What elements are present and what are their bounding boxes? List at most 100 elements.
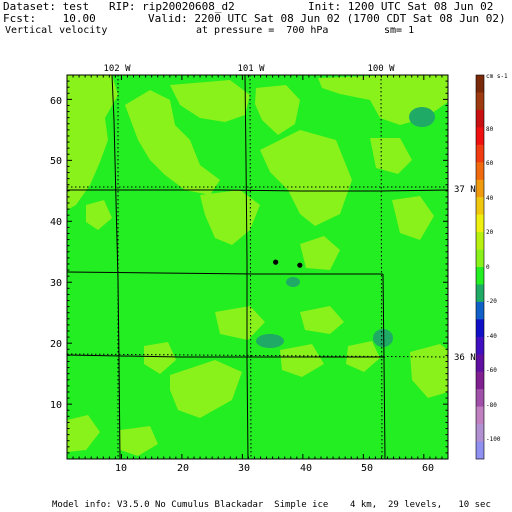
latitude-label: 37 N <box>454 185 476 195</box>
x-tick-label: 20 <box>177 463 189 474</box>
colorbar-label: -40 <box>486 333 497 340</box>
weak-ascent-area <box>67 75 118 210</box>
weak-ascent-area <box>125 90 220 195</box>
weak-ascent-area <box>255 85 300 135</box>
colorbar-label: -80 <box>486 402 497 409</box>
smoothing-label: sm= 1 <box>384 25 415 36</box>
colorbar-swatch <box>476 249 484 268</box>
weak-descent-areas <box>256 107 435 348</box>
longitude-label: 101 W <box>237 64 265 74</box>
weak-ascent-area <box>215 306 265 340</box>
model-info-footer: Model info: V3.5.0 No Cumulus Blackadar … <box>52 500 491 510</box>
weak-descent-area <box>373 329 393 347</box>
latitude-label: 36 N <box>454 353 476 363</box>
colorbar-label: 20 <box>486 229 494 236</box>
colorbar-swatch <box>476 144 484 163</box>
x-tick-label: 10 <box>115 463 127 474</box>
init-label: Init: 1200 UTC Sat 08 Jun 02 <box>308 0 494 13</box>
field-name-label: Vertical velocity <box>5 25 108 36</box>
weak-ascent-area <box>170 80 250 122</box>
weak-ascent-areas <box>67 75 448 456</box>
colorbar-label: 60 <box>486 160 494 167</box>
station-markers <box>273 259 303 268</box>
weak-ascent-area <box>300 236 340 270</box>
county-boundary <box>67 189 448 192</box>
colorbar-unit-label: cm s-1 <box>486 73 508 80</box>
weak-ascent-area <box>370 138 412 174</box>
county-boundary <box>111 75 121 459</box>
colorbar-swatch <box>476 301 484 320</box>
weak-descent-area <box>286 277 300 287</box>
y-tick-label: 30 <box>50 278 62 289</box>
pressure-level-label: at pressure = 700 hPa <box>196 25 329 36</box>
x-tick-label: 40 <box>300 463 312 474</box>
colorbar-swatch <box>476 179 484 198</box>
colorbar-labels: 80 60 40 20 0 -20 -40 -60 -80 -100 <box>486 126 501 443</box>
county-boundaries <box>67 75 448 459</box>
colorbar-swatch <box>476 232 484 250</box>
y-tick-label: 50 <box>50 156 62 167</box>
county-boundary <box>67 271 383 275</box>
weak-ascent-area <box>144 342 176 374</box>
colorbar-swatch <box>476 127 484 146</box>
colorbar-label: -20 <box>486 298 497 305</box>
weak-ascent-area <box>200 190 260 245</box>
colorbar-swatch <box>476 441 484 460</box>
weak-descent-area <box>409 107 435 127</box>
weak-descent-area <box>256 334 284 348</box>
weak-ascent-area <box>120 426 158 456</box>
weak-ascent-area <box>300 306 344 334</box>
colorbar-swatch <box>476 109 484 128</box>
colorbar-swatch <box>476 92 484 111</box>
county-boundary <box>67 354 385 358</box>
county-boundary <box>244 75 249 459</box>
y-tick-label: 40 <box>50 217 62 228</box>
colorbar-swatch <box>476 354 484 373</box>
colorbar-label: 40 <box>486 195 494 202</box>
station-marker <box>273 259 279 265</box>
colorbar-swatch <box>476 197 484 215</box>
x-tick-label: 30 <box>238 463 250 474</box>
weak-ascent-area <box>260 130 352 226</box>
longitude-line <box>249 75 252 459</box>
colorbar-label: -60 <box>486 367 497 374</box>
weak-ascent-area <box>67 415 100 452</box>
county-boundary <box>382 273 386 459</box>
weak-ascent-area <box>86 200 112 230</box>
x-tick-label: 60 <box>422 463 434 474</box>
colorbar-swatch <box>476 371 484 390</box>
dataset-label: Dataset: test RIP: rip20020608_d2 <box>3 0 235 13</box>
station-marker <box>297 262 303 268</box>
y-tick-label: 20 <box>50 339 62 350</box>
y-tick-label: 10 <box>50 400 62 411</box>
colorbar-frame <box>475 74 485 460</box>
longitude-label: 100 W <box>367 64 395 74</box>
valid-time-label: Valid: 2200 UTC Sat 08 Jun 02 (1700 CDT … <box>148 12 506 25</box>
colorbar-label: 0 <box>486 264 490 271</box>
lat-lon-grid <box>67 75 448 459</box>
forecast-label: Fcst: 10.00 <box>3 12 96 25</box>
x-tick-label: 50 <box>361 463 373 474</box>
field-background <box>67 75 448 459</box>
colorbar-swatch <box>476 75 484 93</box>
colorbar-swatch <box>476 424 484 442</box>
colorbar-swatch <box>476 319 484 338</box>
map-field <box>67 75 448 459</box>
colorbar-label: 80 <box>486 126 494 133</box>
colorbar-swatch <box>476 284 484 303</box>
y-tick-label: 60 <box>50 96 62 107</box>
colorbar-label: -100 <box>486 436 501 443</box>
colorbar-swatch <box>476 389 484 407</box>
longitude-line <box>380 75 383 459</box>
colorbar-swatch <box>476 162 484 181</box>
weak-ascent-area <box>410 344 448 398</box>
colorbar-swatch <box>476 267 484 285</box>
colorbar-swatch <box>476 406 484 425</box>
axis-ticks <box>66 74 449 460</box>
colorbar <box>475 74 485 460</box>
weak-ascent-area <box>280 344 324 377</box>
weak-ascent-area <box>170 360 242 418</box>
colorbar-swatch <box>476 214 484 233</box>
map-frame <box>66 74 449 460</box>
